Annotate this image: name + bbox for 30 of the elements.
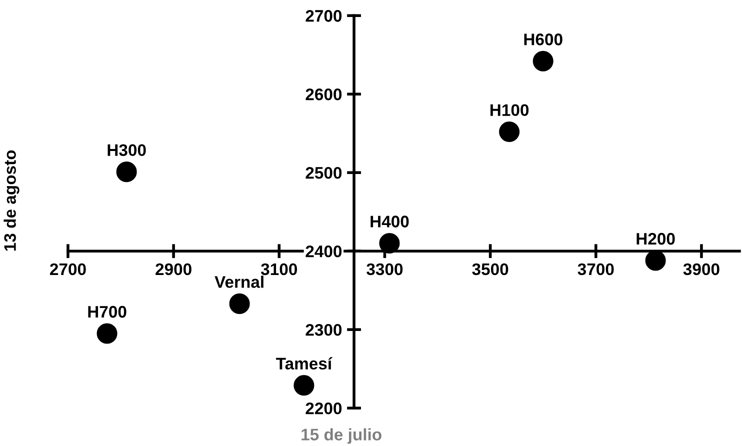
- x-tick-label: 3900: [683, 263, 720, 276]
- y-tick-label: 2300: [306, 324, 342, 336]
- annotation: H700: [88, 306, 126, 318]
- annotation: H600: [524, 34, 562, 46]
- annotation: H400: [370, 216, 409, 228]
- point: [379, 232, 400, 254]
- point: [294, 375, 314, 396]
- x-tick-label: 3100: [260, 263, 297, 276]
- point: [96, 323, 118, 344]
- y-tick-label: 2700: [306, 10, 342, 22]
- annotation: Vernal: [214, 276, 264, 288]
- y-tick-label: 2500: [306, 167, 342, 179]
- point: [229, 293, 250, 314]
- point: [532, 50, 554, 72]
- x-tick-label: 2700: [50, 263, 86, 276]
- x-axis-title: 15 de julio: [302, 428, 382, 444]
- annotation: Tamesí: [276, 357, 333, 370]
- y-tick-label: 2400: [306, 246, 342, 258]
- x-tick-label: 3700: [578, 263, 614, 276]
- x-tick-label: 3300: [366, 263, 403, 276]
- annotation: H100: [490, 104, 529, 116]
- y-tick-label: 2600: [306, 88, 342, 100]
- annotation: H200: [636, 232, 675, 245]
- point: [116, 162, 137, 182]
- annotation: H300: [108, 144, 146, 156]
- y-tick-label: 2200: [306, 402, 342, 414]
- x-tick-label: 2900: [156, 263, 192, 276]
- y-axis-title: 13 de agosto: [4, 150, 20, 251]
- point: [499, 122, 520, 142]
- x-tick-label: 3500: [472, 263, 508, 276]
